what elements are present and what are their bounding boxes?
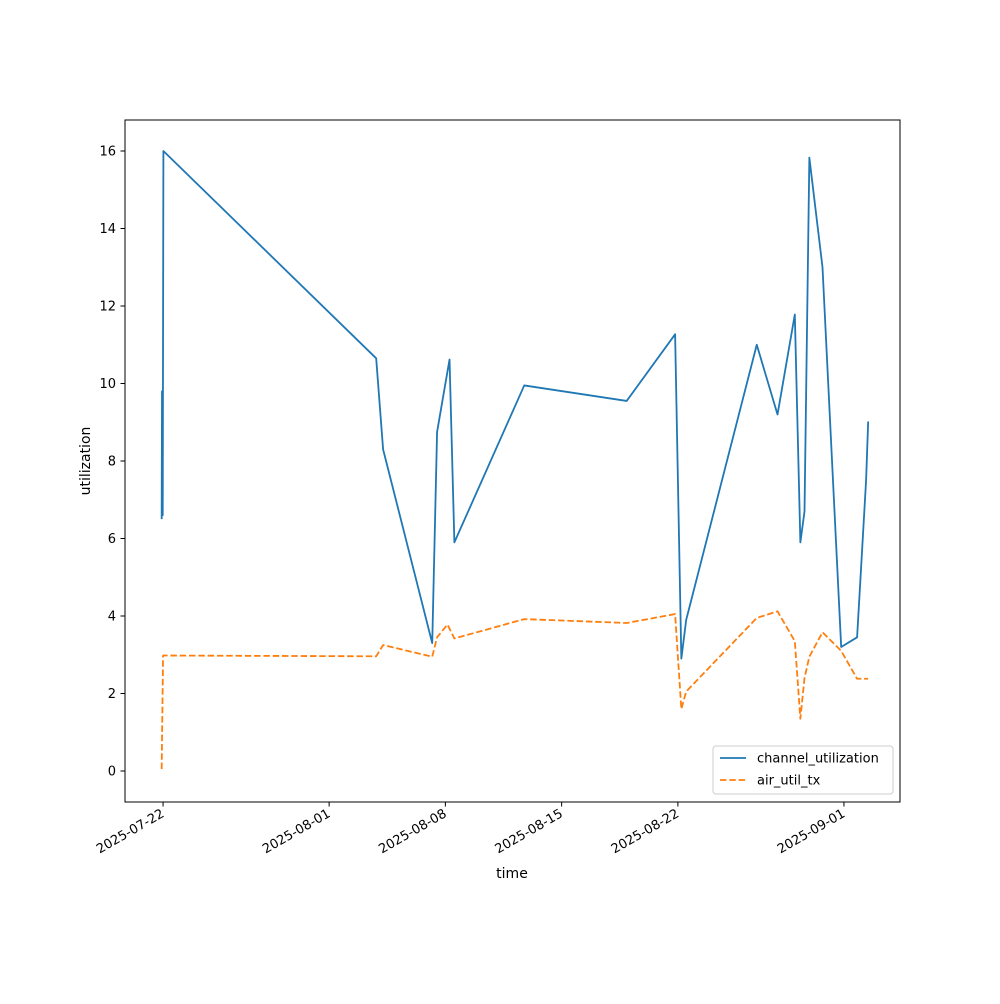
series-line-air-util-tx bbox=[160, 610, 869, 770]
y-tick-label: 2 bbox=[108, 687, 116, 702]
x-tick-label: 2025-08-22 bbox=[609, 806, 682, 857]
y-tick-label: 16 bbox=[99, 145, 116, 160]
y-tick-label: 14 bbox=[99, 222, 116, 237]
x-axis-label: time bbox=[496, 866, 528, 882]
legend: channel_utilization air_util_tx bbox=[712, 745, 894, 795]
plot-area-frame bbox=[124, 119, 901, 803]
legend-label: air_util_tx bbox=[757, 774, 821, 789]
legend-items: channel_utilization air_util_tx bbox=[720, 752, 879, 789]
y-tick-label: 4 bbox=[108, 610, 116, 625]
y-axis-label: utilization bbox=[78, 427, 94, 496]
y-axis: 0 2 4 6 8 10 12 14 16 bbox=[99, 145, 125, 780]
x-tick-label: 2025-07-22 bbox=[94, 806, 167, 857]
x-tick-label: 2025-08-08 bbox=[376, 806, 449, 857]
y-tick-label: 6 bbox=[108, 532, 116, 547]
y-tick-label: 0 bbox=[108, 765, 116, 780]
y-tick-label: 12 bbox=[99, 300, 116, 315]
series-line-channel-utilization bbox=[160, 150, 870, 660]
series-layer bbox=[160, 150, 870, 770]
legend-box bbox=[712, 745, 894, 795]
x-tick-label: 2025-08-01 bbox=[260, 806, 333, 857]
x-axis: 2025-07-22 2025-08-01 2025-08-08 2025-08-15… bbox=[94, 802, 848, 857]
y-tick-label: 8 bbox=[108, 455, 116, 470]
legend-label: channel_utilization bbox=[757, 752, 879, 767]
y-tick-label: 10 bbox=[99, 377, 116, 392]
x-tick-label: 2025-08-15 bbox=[493, 806, 566, 857]
x-tick-label: 2025-09-01 bbox=[775, 806, 848, 857]
